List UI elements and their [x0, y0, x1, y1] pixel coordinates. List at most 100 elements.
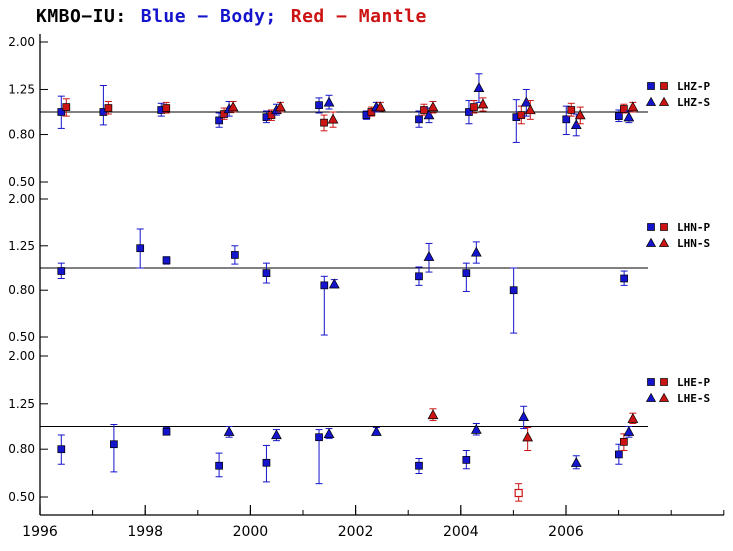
legend-mantle-triangle-icon — [658, 96, 670, 106]
marker-body-P — [562, 115, 571, 124]
y-tick-label: 0.80 — [8, 128, 35, 142]
y-tick-label: 0.80 — [8, 283, 35, 297]
marker-body-P — [315, 433, 323, 442]
marker-body-S — [323, 428, 335, 439]
marker-mantle-P — [220, 110, 228, 118]
legend-s-label: LHZ-S — [677, 96, 710, 109]
legend-mantle-square-icon — [660, 82, 668, 90]
y-tick-label: 2.00 — [8, 35, 35, 49]
y-tick-label: 0.50 — [8, 175, 35, 189]
marker-body-P — [57, 108, 66, 116]
marker-body-P — [162, 427, 171, 436]
marker-body-P — [57, 445, 66, 454]
marker-body-P — [162, 256, 171, 265]
marker-mantle-P — [320, 118, 328, 127]
marker-body-P — [415, 272, 423, 281]
marker-body-P — [262, 269, 271, 277]
marker-body-P — [215, 116, 223, 125]
marker-body-S — [518, 411, 530, 421]
y-tick-label: 1.25 — [8, 82, 35, 96]
marker-mantle-P — [567, 106, 576, 114]
y-tick-label: 1.25 — [8, 239, 35, 253]
legend-body-triangle-icon — [645, 392, 657, 402]
marker-body-S — [370, 425, 382, 436]
marker-mantle-S — [327, 113, 339, 124]
y-tick-label: 2.00 — [8, 349, 35, 363]
marker-body-P — [57, 267, 66, 275]
marker-mantle-S — [574, 109, 586, 120]
legend-mantle-triangle-icon — [658, 392, 670, 402]
x-tick-label: 2006 — [548, 524, 584, 540]
x-tick-label: 2002 — [338, 524, 374, 540]
marker-body-S — [423, 109, 435, 120]
marker-body-P — [620, 274, 628, 283]
marker-body-S — [623, 111, 635, 122]
blue-body-label: Blue − Body; — [140, 6, 277, 27]
marker-body-S — [473, 82, 485, 93]
marker-mantle-S — [227, 101, 239, 112]
legend-body-square-icon — [647, 378, 655, 386]
marker-body-P — [615, 450, 623, 459]
marker-mantle-S — [524, 104, 536, 115]
legend-body-square-icon — [647, 223, 655, 231]
marker-body-P — [415, 115, 423, 124]
marker-mantle-P — [620, 105, 628, 113]
panel-lhe: LHE-P LHE-S — [57, 376, 710, 502]
marker-mantle-P — [517, 111, 526, 119]
marker-body-P — [465, 108, 473, 116]
y-tick-label: 1.25 — [8, 397, 35, 411]
marker-mantle-P — [162, 104, 171, 112]
panel-lhn: LHN-P LHN-S — [57, 221, 710, 336]
marker-mantle-S — [374, 101, 386, 112]
marker-body-S — [323, 96, 335, 107]
marker-body-S — [328, 278, 340, 289]
marker-mantle-S — [427, 409, 439, 420]
marker-body-S — [271, 429, 282, 440]
marker-body-S — [623, 425, 635, 436]
legend-s-label: LHE-S — [677, 392, 710, 405]
x-tick-label: 2004 — [443, 524, 479, 540]
marker-body-S — [570, 457, 582, 467]
marker-body-S — [570, 119, 582, 130]
chart-title: KMBO−IU: Blue − Body; Red − Mantle — [36, 6, 427, 27]
panel-lhz: LHZ-P LHZ-S — [57, 73, 710, 143]
x-tick-label: 1996 — [22, 524, 58, 540]
legend-body-triangle-icon — [645, 96, 657, 106]
marker-mantle-S — [627, 101, 639, 112]
marker-body-P — [99, 108, 108, 116]
x-tick-label: 2000 — [233, 524, 269, 540]
legend-mantle-square-icon — [660, 378, 668, 386]
marker-mantle-P — [62, 103, 71, 111]
y-tick-label: 0.50 — [8, 490, 35, 504]
legend-body-square-icon — [647, 82, 655, 90]
marker-mantle-S — [427, 101, 439, 112]
marker-body-P — [262, 458, 271, 467]
marker-mantle-P — [514, 488, 523, 498]
legend-body-triangle-icon — [645, 237, 657, 247]
y-tick-label: 2.00 — [8, 192, 35, 206]
marker-body-P — [215, 461, 223, 470]
marker-body-P — [462, 269, 471, 277]
marker-mantle-P — [470, 103, 478, 111]
marker-body-P — [320, 281, 329, 290]
legend-mantle-triangle-icon — [658, 237, 670, 247]
marker-body-P — [615, 112, 623, 120]
y-tick-label: 0.50 — [8, 330, 35, 344]
marker-mantle-S — [477, 98, 489, 109]
marker-body-S — [470, 246, 482, 257]
marker-mantle-P — [420, 106, 428, 114]
marker-body-S — [520, 96, 532, 107]
marker-body-P — [136, 244, 145, 253]
marker-mantle-S — [275, 101, 286, 112]
marker-body-S — [470, 423, 482, 434]
y-tick-label: 0.80 — [8, 442, 35, 456]
legend-p-label: LHZ-P — [677, 80, 710, 93]
marker-mantle-P — [620, 437, 628, 446]
legend-mantle-square-icon — [660, 223, 668, 231]
marker-body-P — [110, 440, 118, 449]
marker-body-P — [509, 286, 518, 295]
legend-p-label: LHE-P — [677, 376, 710, 389]
marker-body-S — [223, 425, 235, 436]
